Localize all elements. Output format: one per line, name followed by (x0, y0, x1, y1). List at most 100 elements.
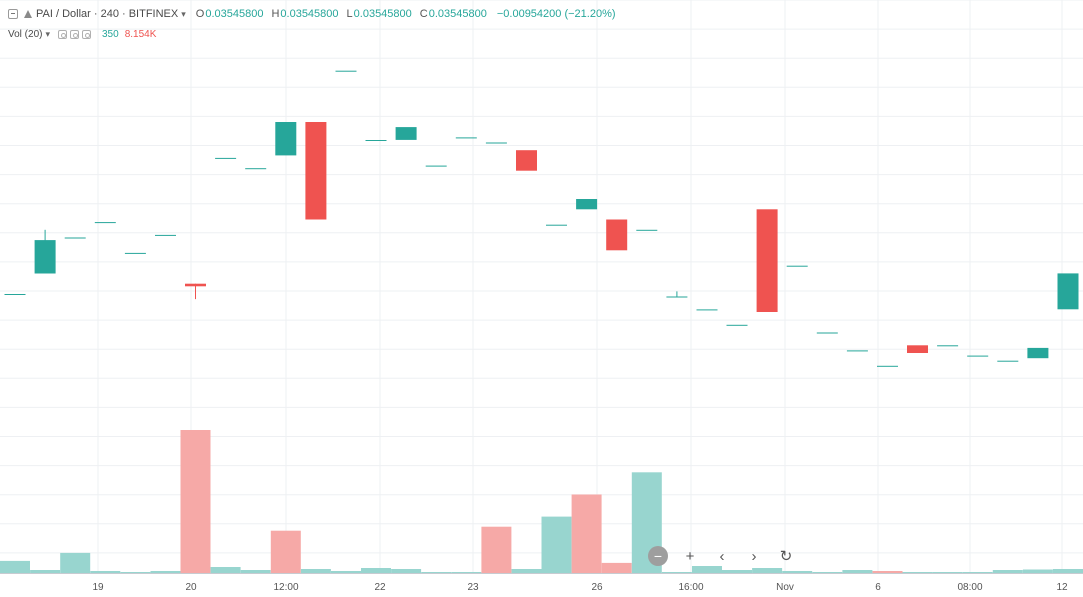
volume-bar (270, 530, 301, 573)
candle-body (64, 237, 86, 239)
candle-body (696, 309, 718, 311)
candle-body (666, 296, 688, 298)
visibility-icon[interactable] (58, 29, 67, 39)
zoom-out-button[interactable]: − (648, 546, 668, 566)
candle-body (275, 122, 297, 156)
candle-body (245, 168, 267, 170)
volume-bar (812, 572, 843, 573)
symbol-name[interactable]: PAI / Dollar · 240 · BITFINEX (36, 8, 179, 20)
change-value: −0.00954200 (−21.20%) (496, 8, 616, 20)
volume-bar (782, 571, 813, 573)
symbol-legend: PAI / Dollar · 240 · BITFINEX ▾ O 0.0354… (8, 6, 616, 22)
volume-bar (1053, 569, 1083, 573)
candle-body (365, 140, 387, 141)
candle-body (455, 137, 477, 139)
volume-bar (842, 570, 873, 573)
volume-bar (300, 569, 331, 573)
volume-bar (541, 516, 572, 573)
candle-body (907, 345, 928, 353)
volume-bar (481, 526, 512, 573)
reset-chart-button[interactable]: ↻ (779, 548, 793, 565)
candle-body (215, 157, 237, 159)
volume-bars (0, 430, 1083, 573)
volume-legend: Vol (20) ▾ 350 8.154K (8, 27, 156, 41)
candle-body (997, 360, 1019, 362)
time-axis-tick-label: 26 (591, 582, 603, 593)
volume-indicator-label[interactable]: Vol (20) (8, 28, 43, 40)
volume-bar (722, 570, 752, 573)
time-axis-tick-label: 19 (92, 582, 104, 593)
time-axis-tick-label: 12:00 (273, 582, 298, 593)
volume-bar (210, 567, 241, 573)
candle-body (606, 219, 628, 251)
candle-body (335, 70, 357, 72)
chevron-down-icon[interactable]: ▾ (181, 8, 186, 19)
symbol-icon (24, 10, 32, 18)
candlesticks (4, 70, 1079, 367)
candle-body (877, 365, 898, 367)
candle-body (636, 229, 658, 231)
time-axis-tick-label: Nov (776, 582, 794, 593)
zoom-toolbar: − + ‹ › ↻ (648, 546, 796, 566)
high-label: H (271, 8, 280, 20)
volume-bar (60, 552, 91, 573)
volume-bar (0, 560, 30, 573)
chevron-down-icon[interactable]: ▾ (45, 28, 50, 39)
volume-bar (120, 572, 151, 573)
zoom-in-button[interactable]: + (685, 547, 695, 565)
volume-bar (902, 572, 933, 573)
candle-body (4, 294, 26, 295)
high-value: 0.03545800 (280, 8, 339, 20)
volume-bar (180, 430, 211, 573)
volume-bar (962, 572, 993, 573)
candle-body (516, 150, 537, 171)
volume-bar (601, 562, 632, 573)
scroll-left-button[interactable]: ‹ (719, 547, 725, 565)
candle-body (967, 355, 989, 357)
volume-bar (752, 568, 783, 573)
candle-body (816, 332, 838, 334)
open-label: O (195, 8, 205, 20)
time-axis-tick-label: 20 (185, 582, 197, 593)
time-axis-tick-label: 08:00 (957, 582, 982, 593)
volume-bar (240, 570, 271, 573)
volume-bar (331, 571, 361, 573)
volume-bar (451, 572, 482, 573)
candle-body (185, 283, 206, 287)
close-icon[interactable] (82, 29, 91, 39)
candle-body (305, 122, 327, 220)
candle-body (34, 240, 56, 274)
candle-body (155, 234, 176, 236)
volume-bar (421, 572, 452, 573)
volume-bar (661, 572, 692, 573)
volume-down-value: 8.154K (124, 28, 157, 40)
volume-bar (872, 571, 903, 573)
time-axis: 19 20 12:00 22 23 26 16:00 Nov 6 08:00 12 (0, 573, 1083, 593)
volume-bar (391, 569, 422, 573)
volume-bar (511, 569, 542, 573)
candle-body (94, 222, 116, 224)
volume-bar (692, 566, 722, 573)
time-axis-tick-label: 16:00 (678, 582, 703, 593)
candle-body (395, 127, 417, 140)
grid-lines (0, 0, 1083, 573)
close-value: 0.03545800 (428, 8, 487, 20)
open-value: 0.03545800 (205, 8, 264, 20)
candle-body (546, 224, 567, 226)
low-value: 0.03545800 (353, 8, 412, 20)
volume-bar (150, 571, 181, 573)
close-label: C (419, 8, 428, 20)
time-axis-tick-label: 23 (467, 582, 479, 593)
candle-body (937, 345, 959, 347)
scroll-right-button[interactable]: › (751, 547, 757, 565)
collapse-icon[interactable] (8, 9, 18, 19)
settings-icon[interactable] (70, 29, 79, 39)
time-axis-tick-label: 22 (374, 582, 386, 593)
candle-body (124, 252, 146, 254)
volume-bar (992, 570, 1023, 573)
candle-body (1027, 347, 1049, 359)
volume-bar (1022, 569, 1053, 573)
volume-bar (361, 568, 391, 573)
